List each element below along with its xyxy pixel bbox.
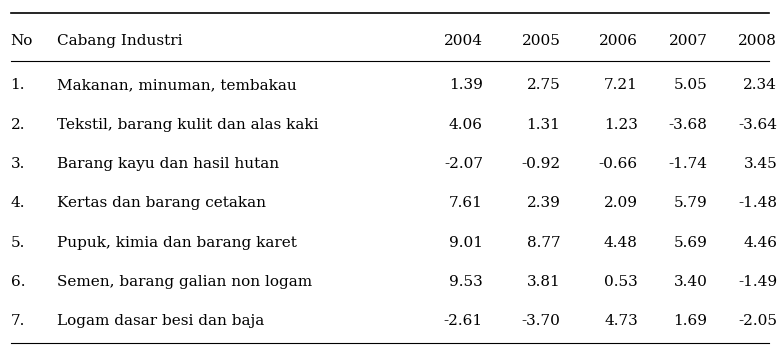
- Text: 9.53: 9.53: [449, 275, 483, 289]
- Text: 2.34: 2.34: [743, 78, 777, 92]
- Text: 2008: 2008: [739, 34, 777, 48]
- Text: 4.06: 4.06: [449, 118, 483, 132]
- Text: 8.77: 8.77: [526, 236, 560, 250]
- Text: 1.: 1.: [10, 78, 25, 92]
- Text: Cabang Industri: Cabang Industri: [57, 34, 183, 48]
- Text: -0.66: -0.66: [599, 157, 638, 171]
- Text: 2.09: 2.09: [604, 196, 638, 210]
- Text: 7.21: 7.21: [604, 78, 638, 92]
- Text: 2007: 2007: [668, 34, 707, 48]
- Text: 5.05: 5.05: [674, 78, 707, 92]
- Text: -1.48: -1.48: [738, 196, 777, 210]
- Text: 3.81: 3.81: [526, 275, 560, 289]
- Text: Barang kayu dan hasil hutan: Barang kayu dan hasil hutan: [57, 157, 279, 171]
- Text: Pupuk, kimia dan barang karet: Pupuk, kimia dan barang karet: [57, 236, 297, 250]
- Text: -0.92: -0.92: [521, 157, 560, 171]
- Text: -2.07: -2.07: [444, 157, 483, 171]
- Text: 2.: 2.: [10, 118, 25, 132]
- Text: 2.39: 2.39: [526, 196, 560, 210]
- Text: 4.46: 4.46: [743, 236, 777, 250]
- Text: 4.: 4.: [10, 196, 25, 210]
- Text: 5.: 5.: [10, 236, 25, 250]
- Text: 6.: 6.: [10, 275, 25, 289]
- Text: No: No: [10, 34, 33, 48]
- Text: Semen, barang galian non logam: Semen, barang galian non logam: [57, 275, 312, 289]
- Text: 4.73: 4.73: [604, 314, 638, 328]
- Text: -3.70: -3.70: [522, 314, 560, 328]
- Text: Makanan, minuman, tembakau: Makanan, minuman, tembakau: [57, 78, 296, 92]
- Text: Tekstil, barang kulit dan alas kaki: Tekstil, barang kulit dan alas kaki: [57, 118, 318, 132]
- Text: 1.39: 1.39: [449, 78, 483, 92]
- Text: 2005: 2005: [522, 34, 560, 48]
- Text: -2.61: -2.61: [444, 314, 483, 328]
- Text: 1.31: 1.31: [526, 118, 560, 132]
- Text: -2.05: -2.05: [738, 314, 777, 328]
- Text: 5.79: 5.79: [674, 196, 707, 210]
- Text: 3.45: 3.45: [743, 157, 777, 171]
- Text: 3.: 3.: [10, 157, 25, 171]
- Text: 4.48: 4.48: [604, 236, 638, 250]
- Text: 3.40: 3.40: [674, 275, 707, 289]
- Text: Logam dasar besi dan baja: Logam dasar besi dan baja: [57, 314, 264, 328]
- Text: Kertas dan barang cetakan: Kertas dan barang cetakan: [57, 196, 266, 210]
- Text: 1.69: 1.69: [673, 314, 707, 328]
- Text: 2006: 2006: [599, 34, 638, 48]
- Text: -3.68: -3.68: [668, 118, 707, 132]
- Text: 7.61: 7.61: [449, 196, 483, 210]
- Text: 1.23: 1.23: [604, 118, 638, 132]
- Text: -1.49: -1.49: [738, 275, 777, 289]
- Text: 0.53: 0.53: [604, 275, 638, 289]
- Text: 9.01: 9.01: [449, 236, 483, 250]
- Text: 2004: 2004: [444, 34, 483, 48]
- Text: -1.74: -1.74: [668, 157, 707, 171]
- Text: -3.64: -3.64: [738, 118, 777, 132]
- Text: 5.69: 5.69: [674, 236, 707, 250]
- Text: 2.75: 2.75: [526, 78, 560, 92]
- Text: 7.: 7.: [10, 314, 25, 328]
